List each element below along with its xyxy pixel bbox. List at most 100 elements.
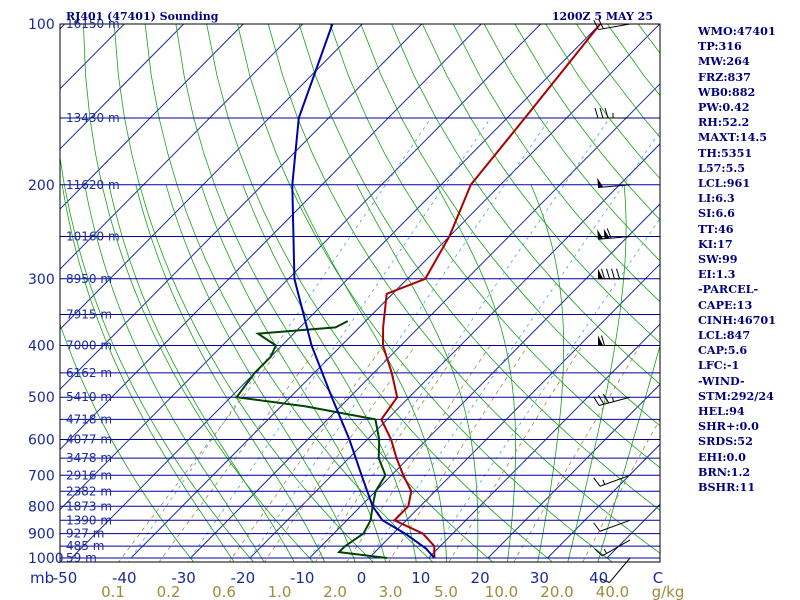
index-item: WMO:47401 xyxy=(698,24,776,38)
mixing-ratio-tick-label: 40.0 xyxy=(596,583,629,600)
height-label: 16150 m xyxy=(66,17,120,31)
barb-staff xyxy=(598,396,631,407)
height-label: 7915 m xyxy=(66,308,112,322)
index-item: TP:316 xyxy=(698,39,742,54)
index-item: LFC:-1 xyxy=(698,358,740,373)
mixing-ratio-tick-label: 1.0 xyxy=(268,583,292,600)
height-label: 4077 m xyxy=(66,433,112,447)
mixing-ratio-line xyxy=(314,345,463,562)
index-item: TT:46 xyxy=(698,221,734,236)
temperature-tick-label: -30 xyxy=(171,569,196,587)
index-item: LI:6.3 xyxy=(698,191,735,206)
height-label: 1873 m xyxy=(66,499,112,513)
height-label: 4718 m xyxy=(66,412,112,426)
mixing-ratio-line xyxy=(582,418,660,562)
height-label: 8950 m xyxy=(66,272,112,286)
wind-barb xyxy=(593,519,631,532)
mixing-ratio-tick-label: 3.0 xyxy=(379,583,403,600)
moist-adiabat-line xyxy=(61,184,235,562)
index-item: WB0:882 xyxy=(698,84,756,99)
isotherm-line xyxy=(309,203,660,559)
barb-flag xyxy=(593,396,600,406)
wind-barb xyxy=(593,393,631,407)
temperature-tick-label: C xyxy=(653,569,663,587)
index-item: SHR+:0.0 xyxy=(698,419,759,434)
mixing-ratio-tick-label: 5.0 xyxy=(434,583,458,600)
pressure-label: 900 xyxy=(28,527,55,543)
index-item: SRDS:52 xyxy=(698,434,753,449)
isotherm-line xyxy=(547,443,660,559)
moist-adiabat-line xyxy=(530,184,564,562)
dry-adiabat-line xyxy=(60,155,255,562)
temperature-tick-label: 20 xyxy=(471,569,490,587)
barb-flag xyxy=(602,393,610,404)
barb-pennant xyxy=(597,177,604,188)
barb-flag xyxy=(599,577,610,583)
index-item: TH:5351 xyxy=(698,145,753,160)
mixing-ratio-line xyxy=(228,345,384,562)
index-item: SW:99 xyxy=(698,252,738,267)
height-label: 7000 m xyxy=(66,339,112,353)
mixing-ratio-tick-label: g/kg xyxy=(652,583,685,600)
mixing-ratio-tick-label: 0.2 xyxy=(157,583,181,600)
dry-adiabat-line xyxy=(452,24,660,303)
dry-adiabat-line xyxy=(113,24,374,562)
index-item: BRN:1.2 xyxy=(698,464,751,479)
barb-flag xyxy=(594,107,599,119)
isotherm-line xyxy=(487,383,660,559)
barb-pennant xyxy=(603,228,610,239)
height-label: 3478 m xyxy=(66,451,112,465)
mixing-ratio-tick-label: 20.0 xyxy=(540,583,573,600)
pressure-label: 800 xyxy=(28,499,55,515)
mixing-ratio-tick-label: 10.0 xyxy=(485,583,518,600)
dry-adiabat-line xyxy=(206,24,554,562)
pressure-label: 500 xyxy=(28,390,55,406)
barb-staff xyxy=(598,184,631,189)
mixing-ratio-tick-label: 0.6 xyxy=(212,583,236,600)
barb-pennant xyxy=(598,335,603,346)
pressure-label: 400 xyxy=(28,339,55,355)
wind-barbs xyxy=(593,19,631,583)
barb-staff xyxy=(599,519,631,532)
moist-adiabat-line xyxy=(356,184,479,562)
temperature-tick-label: -50 xyxy=(53,569,78,587)
isotherm-line xyxy=(71,24,601,559)
dry-adiabat-line xyxy=(483,24,660,262)
pressure-label: 600 xyxy=(28,433,55,449)
isotherm-line xyxy=(60,24,304,270)
isotherm-line xyxy=(60,24,244,210)
index-item: PW:0.42 xyxy=(698,100,750,115)
height-label: 10160 m xyxy=(66,229,120,243)
index-item: MW:264 xyxy=(698,54,750,69)
barb-staff xyxy=(602,539,631,557)
station-title: RJ401 (47401) Sounding xyxy=(66,10,219,23)
dry-adiabat-line xyxy=(60,323,195,562)
index-item: -WIND- xyxy=(698,373,745,388)
barb-flag xyxy=(601,335,605,346)
temperature-tick-label: -20 xyxy=(231,569,256,587)
index-item: SI:6.6 xyxy=(698,206,735,221)
moist-adiabat-line xyxy=(165,184,356,562)
height-label: 13430 m xyxy=(66,111,120,125)
index-item: CAP:5.6 xyxy=(698,343,748,358)
isotherm-line xyxy=(60,24,363,330)
dry-adiabat-line xyxy=(83,24,314,562)
pressure-label: 100 xyxy=(28,17,55,33)
index-item: L57:5.5 xyxy=(698,160,746,175)
mixing-ratio-line xyxy=(513,345,641,562)
height-label: 1390 m xyxy=(66,513,112,527)
stability-indices: WMO:47401 TP:316 MW:264 FRZ:837 WB0:882 PW:0.… xyxy=(698,24,776,495)
temperature-tick-label: 30 xyxy=(530,569,549,587)
pressure-unit-label: mb xyxy=(30,569,54,587)
valid-time: 1200Z 5 MAY 25 xyxy=(552,10,653,23)
barb-flag xyxy=(593,477,601,487)
height-label: 2382 m xyxy=(66,484,112,498)
dewpoint-profile xyxy=(234,320,388,559)
wind-barb xyxy=(597,177,631,189)
isotherm-line xyxy=(60,24,482,451)
wind-barb xyxy=(594,539,631,557)
mixing-ratio-tick-label: 0.1 xyxy=(101,583,125,600)
isotherm-line xyxy=(428,323,660,559)
